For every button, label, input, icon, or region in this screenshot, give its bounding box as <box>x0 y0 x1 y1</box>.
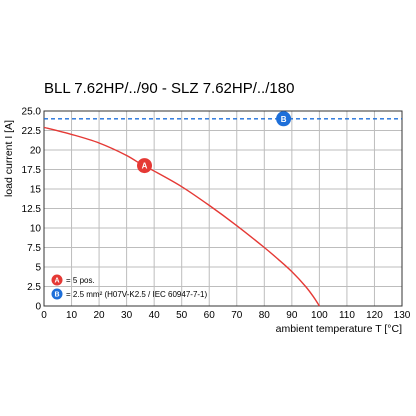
legend-label: = 2.5 mm² (H07V-K2.5 / IEC 60947-7-1) <box>66 290 208 299</box>
y-tick-label: 7.5 <box>27 243 41 254</box>
legend-circle <box>51 274 63 286</box>
x-tick-label: 50 <box>176 310 188 321</box>
x-tick-label: 10 <box>66 310 78 321</box>
series-marker-a: A <box>137 158 153 174</box>
x-tick-label: 40 <box>149 310 161 321</box>
marker-letter: A <box>142 162 148 171</box>
legend-circle <box>51 288 63 300</box>
x-tick-label: 70 <box>231 310 243 321</box>
y-tick-label: 25.0 <box>22 107 42 118</box>
x-tick-label: 90 <box>286 310 298 321</box>
plot-frame <box>43 110 403 307</box>
marker-circle <box>137 158 153 174</box>
y-tick-label: 10 <box>30 224 42 235</box>
y-tick-label: 12.5 <box>22 204 42 215</box>
x-tick-label: 60 <box>204 310 216 321</box>
marker-circle <box>276 111 292 127</box>
y-axis-label: load current I [A] <box>3 120 15 197</box>
y-tick-label: 2.5 <box>27 282 41 293</box>
chart-title: BLL 7.62HP/../90 - SLZ 7.62HP/../180 <box>44 80 295 97</box>
x-axis-label: ambient temperature T [°C] <box>276 323 402 335</box>
y-tick-label: 5 <box>35 263 41 274</box>
legend-letter: B <box>54 292 59 299</box>
y-tick-label: 17.5 <box>22 165 42 176</box>
y-tick-label: 0 <box>35 302 41 313</box>
series-line-a <box>43 126 320 307</box>
x-tick-label: 110 <box>339 310 355 321</box>
y-tick-label: 20 <box>30 146 42 157</box>
x-tick-label: 20 <box>94 310 106 321</box>
y-tick-label: 15 <box>30 185 42 196</box>
x-tick-label: 130 <box>394 310 411 321</box>
x-tick-label: 100 <box>311 310 328 321</box>
marker-letter: B <box>281 115 287 124</box>
x-tick-label: 0 <box>41 310 47 321</box>
x-tick-label: 30 <box>121 310 133 321</box>
legend-letter: A <box>54 278 59 285</box>
x-tick-label: 120 <box>366 310 383 321</box>
x-tick-label: 80 <box>259 310 271 321</box>
legend-label: = 5 pos. <box>66 276 95 285</box>
series-marker-b: B <box>276 111 292 127</box>
legend-entry-a: A = 5 pos. <box>51 274 95 286</box>
legend-entry-b: B = 2.5 mm² (H07V-K2.5 / IEC 60947-7-1) <box>51 288 208 300</box>
y-tick-label: 22.5 <box>22 126 42 137</box>
